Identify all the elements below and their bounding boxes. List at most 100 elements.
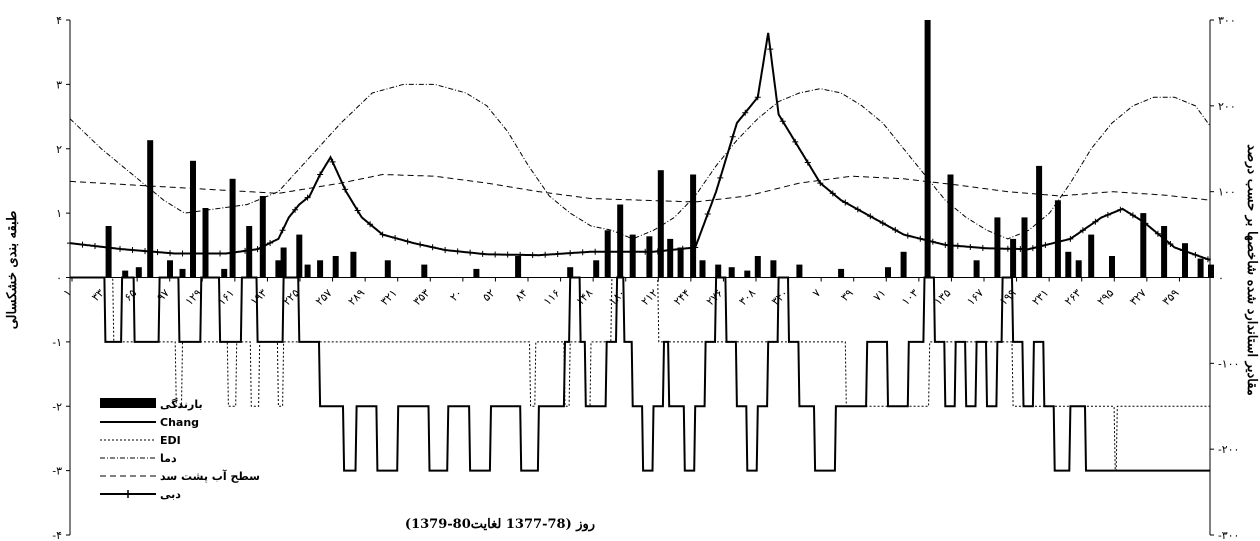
rain-bar [280, 247, 287, 278]
rain-bar [421, 264, 428, 278]
flow-marker [242, 247, 249, 254]
rain-bar [296, 234, 303, 278]
series-line-chang [70, 276, 1210, 472]
x-tick-label: ۲۰ [447, 286, 465, 304]
rain-bar [135, 267, 142, 278]
rain-bar [1054, 200, 1061, 278]
flow-marker [967, 243, 974, 250]
flow-marker [554, 250, 561, 257]
rain-bar [677, 247, 684, 278]
y-tick-label-left: ۲ [56, 143, 62, 156]
flow-marker [779, 118, 786, 125]
rain-bar [617, 204, 624, 278]
flow-marker [767, 46, 774, 53]
flow-marker [442, 247, 449, 254]
flow-marker [1079, 227, 1086, 234]
flow-marker [379, 231, 386, 238]
x-tick-label: ۳۵۹ [1160, 286, 1182, 308]
rain-bar [667, 238, 674, 278]
flow-marker [92, 243, 99, 250]
flow-marker [542, 251, 549, 258]
x-tick-label: ۲۹۵ [1095, 286, 1117, 308]
x-tick-label: ۳۲۷ [1127, 286, 1149, 308]
rain-bar [1075, 260, 1082, 278]
flow-marker [529, 252, 536, 259]
flow-marker [429, 244, 436, 251]
flow-marker [1029, 245, 1036, 252]
flow-marker [117, 245, 124, 252]
rain-bar [473, 268, 480, 278]
rain-bar [304, 264, 311, 278]
series-lines [67, 32, 1211, 472]
rain-bar [770, 260, 777, 278]
x-axis-title: روز (78-1377 لغایت80-1379) [405, 517, 595, 532]
flow-marker [629, 248, 636, 255]
x-tick-label: ۳۹ [838, 286, 856, 304]
flow-marker [879, 220, 886, 227]
x-tick-label: ۲۵۷ [313, 286, 335, 308]
x-tick-label: ۲۶۳ [1062, 286, 1084, 308]
flow-marker [667, 247, 674, 254]
flow-marker [79, 241, 86, 248]
flow-marker [267, 239, 274, 246]
legend-item: بارندگی [100, 398, 203, 411]
flow-marker [1117, 206, 1124, 213]
flow-marker [829, 190, 836, 197]
flow-marker [354, 207, 361, 214]
flow-marker [254, 246, 261, 253]
flow-marker [717, 174, 724, 181]
flow-marker [279, 227, 286, 234]
flow-marker [704, 210, 711, 217]
rain-bar [202, 208, 209, 278]
flow-marker [792, 138, 799, 145]
flow-marker [1179, 247, 1186, 254]
flow-marker [654, 248, 661, 255]
rain-bar [275, 260, 282, 278]
flow-marker [342, 186, 349, 193]
flow-marker [817, 180, 824, 187]
flow-marker [1129, 212, 1136, 219]
legend-label: دما [160, 452, 177, 465]
y-tick-label-right: ۲۰۰ [1218, 100, 1236, 113]
x-tick-label: ۲۱۲ [639, 286, 661, 308]
x-tick-label: ۱ [61, 286, 74, 299]
y-tick-label-left: -۱ [52, 336, 62, 349]
y-axis-title-left: طبقه بندی خشکسالی [5, 211, 20, 330]
flow-marker [304, 194, 311, 201]
rain-bar [924, 20, 931, 278]
flow-marker [1042, 242, 1049, 249]
flow-marker [1192, 251, 1199, 258]
flow-marker [742, 109, 749, 116]
rain-bar [332, 256, 339, 278]
flow-marker [754, 94, 761, 101]
rain-bar [1065, 251, 1072, 278]
flow-marker [1167, 241, 1174, 248]
flow-marker [992, 245, 999, 252]
legend-label: سطح آب پشت سد [160, 469, 260, 483]
legend-label: دبی [160, 488, 181, 501]
flow-marker [317, 171, 324, 178]
flow-marker [917, 235, 924, 242]
rain-bar [167, 260, 173, 278]
rain-bar [690, 174, 697, 278]
rain-bar [229, 178, 236, 278]
rain-bar [947, 174, 954, 278]
flow-marker [192, 250, 199, 257]
flow-marker [229, 249, 236, 256]
flow-marker [1154, 230, 1161, 237]
rain-bar [350, 251, 357, 278]
flow-marker [367, 221, 374, 228]
rain-bar [744, 270, 751, 278]
legend-item: EDI [100, 434, 181, 447]
legend-item: دما [100, 452, 177, 465]
y-tick-label-left: ۱ [56, 207, 62, 220]
x-tick-label: ۳۵۳ [411, 286, 433, 308]
rain-bar [728, 267, 735, 278]
x-tick-label: ۳۰۸ [736, 286, 758, 308]
rain-bar [715, 264, 722, 278]
rain-bar [838, 268, 845, 278]
series-line-level [70, 174, 1211, 203]
y-tick-label-left: ۰ [56, 272, 62, 285]
rain-bar [179, 268, 186, 278]
